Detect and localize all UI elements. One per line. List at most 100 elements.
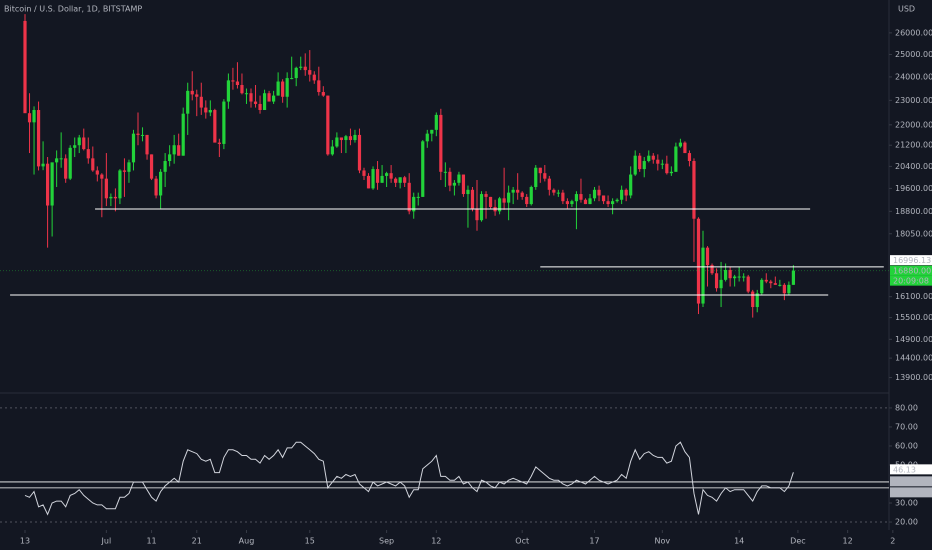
- candle-body: [122, 170, 127, 172]
- candle-body: [633, 155, 637, 175]
- candle-body: [570, 201, 574, 205]
- y-tick-label: 60.00: [895, 441, 918, 450]
- candle-body: [186, 90, 190, 114]
- y-tick-label: 26000.00: [895, 28, 932, 37]
- candle-body: [452, 182, 456, 186]
- candle-body: [50, 162, 54, 206]
- candle-body: [696, 218, 701, 304]
- candle-body: [104, 178, 108, 199]
- candle-body: [204, 107, 208, 113]
- candle-body: [597, 189, 601, 196]
- candle-body: [407, 182, 411, 212]
- candle-body: [488, 196, 493, 207]
- y-tick-label: 14900.00: [895, 335, 932, 344]
- candle-body: [669, 171, 673, 174]
- x-tick-label: Nov: [655, 537, 671, 546]
- candle-body: [443, 171, 447, 173]
- candle-body: [59, 158, 63, 160]
- candle-body: [235, 81, 240, 86]
- y-tick-label: 21200.00: [895, 141, 932, 150]
- candle-body: [73, 145, 77, 148]
- candle-body: [674, 146, 678, 172]
- candle-body: [217, 142, 221, 144]
- axis-unit: USD: [898, 5, 915, 14]
- candle-body: [687, 153, 692, 162]
- candle-body: [588, 198, 592, 205]
- x-tick-label: 13: [20, 537, 30, 546]
- candle-body: [303, 66, 307, 71]
- last-price-label: 16880.00: [893, 267, 931, 276]
- candle-body: [466, 189, 470, 195]
- candle-body: [190, 90, 194, 95]
- candle-body: [321, 92, 325, 96]
- candle-body: [371, 169, 375, 189]
- y-tick-label: 15500.00: [895, 313, 932, 322]
- candle-body: [380, 175, 384, 183]
- x-tick-label: 14: [734, 537, 744, 546]
- candle-body: [159, 171, 163, 196]
- candle-body: [366, 175, 371, 189]
- candle-body: [547, 178, 551, 190]
- candle-body: [665, 163, 669, 174]
- candle-body: [64, 158, 68, 179]
- candle-body: [425, 133, 429, 142]
- candle-body: [213, 110, 217, 143]
- y-tick-label: 20.00: [895, 518, 918, 527]
- candle-body: [782, 284, 786, 294]
- candle-body: [113, 196, 117, 199]
- countdown-box: [890, 275, 932, 286]
- candle-body: [312, 74, 316, 81]
- candle-body: [461, 174, 466, 195]
- candle-body: [95, 170, 99, 175]
- candle-body: [249, 93, 253, 102]
- candle-body: [357, 134, 362, 171]
- candle-body: [534, 167, 538, 188]
- candle-body: [208, 110, 212, 113]
- y-tick-label: 80.00: [895, 403, 918, 412]
- candle-body: [647, 155, 651, 162]
- candle-body: [601, 195, 606, 202]
- candle-body: [484, 194, 488, 197]
- candle-body: [326, 95, 330, 155]
- candle-body: [55, 158, 59, 163]
- candle-body: [362, 170, 366, 176]
- candle-body: [244, 93, 249, 95]
- candle-body: [140, 134, 145, 136]
- candle-body: [656, 159, 660, 164]
- last-value-label-box: [890, 464, 932, 475]
- candle-body: [308, 70, 312, 75]
- candle-body: [136, 133, 140, 135]
- candle-body: [479, 194, 484, 221]
- candle-body: [36, 110, 41, 167]
- candle-body: [68, 147, 72, 179]
- candle-body: [751, 291, 755, 308]
- candle-body: [615, 199, 619, 202]
- candle-body: [773, 283, 777, 285]
- y-tick-label: 70.00: [895, 422, 918, 431]
- candle-body: [561, 192, 565, 202]
- candle-body: [100, 174, 104, 179]
- x-tick-label: 12: [843, 537, 853, 546]
- candle-body: [149, 154, 154, 179]
- candle-body: [32, 110, 36, 123]
- candle-body: [737, 276, 741, 278]
- candle-body: [701, 247, 705, 304]
- y-tick-label: 25000.00: [895, 50, 932, 59]
- candle-body: [91, 158, 95, 171]
- candle-body: [719, 279, 723, 289]
- candle-body: [733, 276, 737, 279]
- candle-body: [516, 189, 520, 193]
- candle-body: [335, 137, 339, 147]
- level-label: 37.95: [893, 488, 916, 497]
- candle-body: [145, 134, 149, 155]
- candle-body: [583, 199, 588, 205]
- x-tick-label: 11: [146, 537, 156, 546]
- last-value-label: 46.13: [893, 465, 916, 474]
- candle-body: [714, 273, 719, 289]
- y-tick-label: 22000.00: [895, 120, 932, 129]
- candle-body: [163, 161, 167, 172]
- rsi-line: [24, 441, 794, 516]
- candle-body: [448, 171, 452, 186]
